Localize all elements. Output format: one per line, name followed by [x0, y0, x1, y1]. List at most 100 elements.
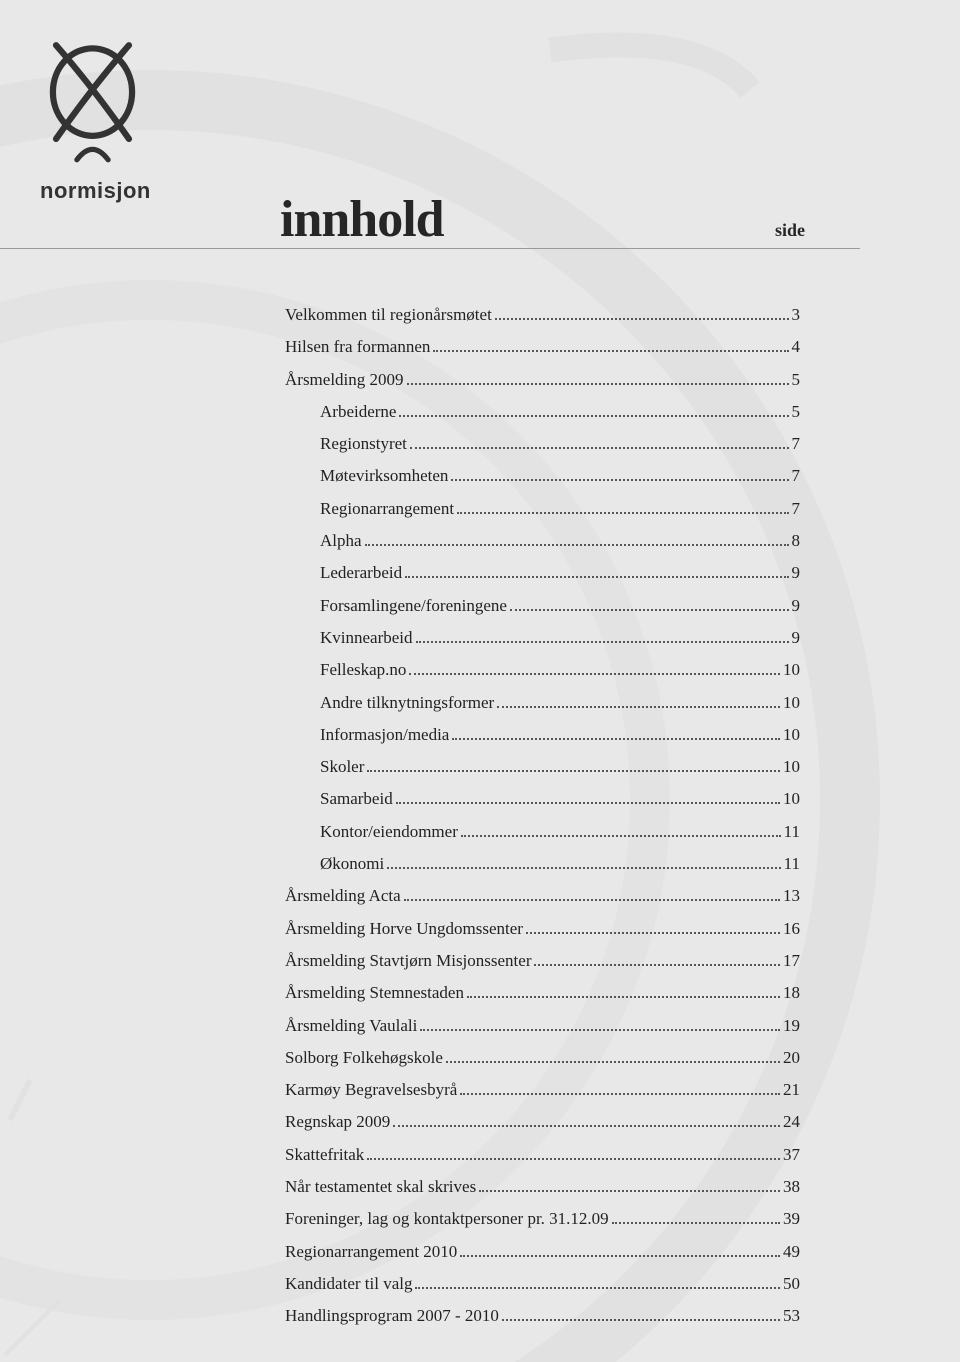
toc-dots — [405, 576, 788, 578]
toc-page: 7 — [792, 493, 801, 525]
toc-dots — [510, 609, 789, 611]
toc-dots — [367, 1158, 780, 1160]
toc-row: Hilsen fra formannen 4 — [285, 331, 800, 363]
toc-label: Andre tilknytningsformer — [320, 687, 494, 719]
toc-page: 50 — [783, 1268, 800, 1300]
toc-row: Regnskap 2009 24 — [285, 1106, 800, 1138]
table-of-contents: Velkommen til regionårsmøtet3Hilsen fra … — [280, 299, 860, 1333]
toc-label: Kvinnearbeid — [320, 622, 413, 654]
toc-page: 10 — [783, 719, 800, 751]
toc-dots — [420, 1029, 780, 1031]
toc-label: Kontor/eiendommer — [320, 816, 458, 848]
toc-dots — [452, 738, 780, 740]
toc-row: Regionstyret7 — [285, 428, 800, 460]
toc-row: Årsmelding Stavtjørn Misjonssenter 17 — [285, 945, 800, 977]
content: innhold side Velkommen til regionårsmøte… — [280, 190, 860, 1333]
toc-page: 53 — [783, 1300, 800, 1332]
toc-row: Når testamentet skal skrives38 — [285, 1171, 800, 1203]
toc-row: Samarbeid10 — [285, 783, 800, 815]
toc-dots — [461, 835, 781, 837]
toc-label: Årsmelding Stavtjørn Misjonssenter — [285, 945, 531, 977]
toc-label: Regnskap 2009 — [285, 1106, 390, 1138]
toc-dots — [433, 350, 788, 352]
toc-row: Kandidater til valg50 — [285, 1268, 800, 1300]
toc-dots — [451, 479, 788, 481]
toc-row: Kvinnearbeid 9 — [285, 622, 800, 654]
toc-page: 4 — [792, 331, 801, 363]
toc-page: 10 — [783, 783, 800, 815]
toc-row: Årsmelding Acta13 — [285, 880, 800, 912]
toc-dots — [409, 673, 780, 675]
toc-dots — [410, 447, 789, 449]
toc-row: Andre tilknytningsformer 10 — [285, 687, 800, 719]
toc-dots — [534, 964, 780, 966]
toc-page: 19 — [783, 1010, 800, 1042]
toc-dots — [365, 544, 789, 546]
page-title: innhold — [280, 190, 444, 249]
toc-page: 8 — [792, 525, 801, 557]
toc-dots — [495, 318, 789, 320]
toc-page: 37 — [783, 1139, 800, 1171]
toc-page: 11 — [784, 816, 800, 848]
toc-label: Hilsen fra formannen — [285, 331, 430, 363]
toc-label: Årsmelding Vaulali — [285, 1010, 417, 1042]
toc-dots — [407, 383, 789, 385]
toc-page: 10 — [783, 687, 800, 719]
toc-row: Møtevirksomheten 7 — [285, 460, 800, 492]
toc-dots — [526, 932, 780, 934]
toc-row: Kontor/eiendommer 11 — [285, 816, 800, 848]
toc-label: Årsmelding Stemnestaden — [285, 977, 464, 1009]
brand-name: normisjon — [40, 178, 151, 204]
toc-row: Lederarbeid 9 — [285, 557, 800, 589]
toc-page: 7 — [792, 460, 801, 492]
toc-dots — [416, 641, 789, 643]
title-row: innhold side — [280, 190, 860, 249]
toc-dots — [415, 1287, 780, 1289]
toc-label: Karmøy Begravelsesbyrå — [285, 1074, 457, 1106]
toc-label: Regionarrangement 2010 — [285, 1236, 457, 1268]
toc-row: Solborg Folkehøgskole20 — [285, 1042, 800, 1074]
toc-label: Handlingsprogram 2007 - 2010 — [285, 1300, 499, 1332]
toc-row: Velkommen til regionårsmøtet3 — [285, 299, 800, 331]
toc-dots — [446, 1061, 780, 1063]
toc-row: Årsmelding 20095 — [285, 364, 800, 396]
toc-label: Økonomi — [320, 848, 384, 880]
logo-area: normisjon — [40, 40, 151, 204]
toc-page: 11 — [784, 848, 800, 880]
toc-page: 9 — [792, 557, 801, 589]
toc-row: Årsmelding Horve Ungdomssenter16 — [285, 913, 800, 945]
toc-dots — [467, 996, 780, 998]
toc-page: 3 — [792, 299, 801, 331]
toc-row: Handlingsprogram 2007 - 2010 53 — [285, 1300, 800, 1332]
toc-label: Lederarbeid — [320, 557, 402, 589]
toc-dots — [404, 899, 780, 901]
toc-dots — [612, 1222, 780, 1224]
toc-page: 9 — [792, 590, 801, 622]
toc-row: Regionarrangement7 — [285, 493, 800, 525]
toc-row: Årsmelding Vaulali 19 — [285, 1010, 800, 1042]
toc-row: Skoler10 — [285, 751, 800, 783]
toc-label: Årsmelding Horve Ungdomssenter — [285, 913, 523, 945]
toc-label: Årsmelding Acta — [285, 880, 401, 912]
toc-row: Økonomi 11 — [285, 848, 800, 880]
toc-label: Når testamentet skal skrives — [285, 1171, 476, 1203]
toc-row: Informasjon/media 10 — [285, 719, 800, 751]
toc-label: Arbeiderne — [320, 396, 396, 428]
toc-page: 49 — [783, 1236, 800, 1268]
toc-page: 17 — [783, 945, 800, 977]
toc-dots — [479, 1190, 780, 1192]
toc-page: 5 — [792, 396, 801, 428]
toc-page: 39 — [783, 1203, 800, 1235]
toc-page: 18 — [783, 977, 800, 1009]
toc-page: 24 — [783, 1106, 800, 1138]
toc-row: Felleskap.no10 — [285, 654, 800, 686]
toc-dots — [399, 415, 788, 417]
toc-label: Skoler — [320, 751, 364, 783]
toc-row: Regionarrangement 2010 49 — [285, 1236, 800, 1268]
toc-page: 9 — [792, 622, 801, 654]
toc-row: Arbeiderne 5 — [285, 396, 800, 428]
toc-label: Møtevirksomheten — [320, 460, 448, 492]
toc-label: Informasjon/media — [320, 719, 449, 751]
toc-page: 20 — [783, 1042, 800, 1074]
toc-label: Alpha — [320, 525, 362, 557]
